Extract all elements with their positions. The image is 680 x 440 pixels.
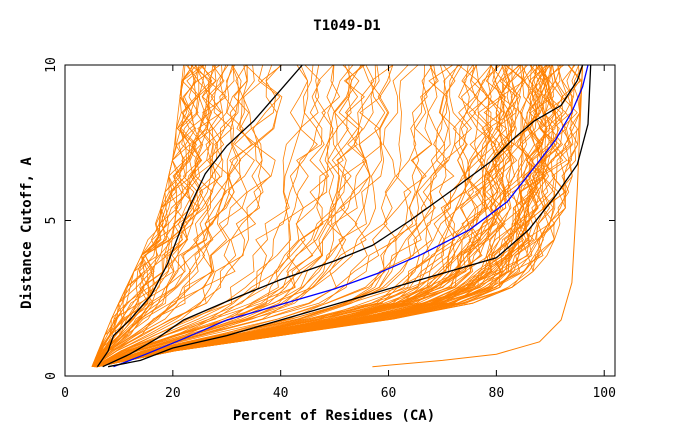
model-curve-outlier: [372, 64, 584, 368]
model-curve: [93, 64, 321, 368]
model-curve: [95, 64, 457, 368]
y-axis-ticks: 0 5 10: [44, 57, 615, 380]
x-tick-label: 20: [165, 386, 181, 401]
model-curve: [91, 64, 200, 367]
x-tick-label: 0: [61, 386, 69, 401]
series-line-best-model: [113, 64, 589, 368]
model-curve: [94, 64, 382, 368]
model-curve: [92, 64, 281, 368]
model-curve: [91, 64, 205, 367]
model-curve: [94, 64, 366, 368]
x-tick-label: 100: [592, 386, 615, 401]
model-curve: [92, 64, 255, 368]
model-curve: [94, 64, 377, 368]
model-curve: [95, 64, 449, 368]
x-tick-label: 60: [381, 386, 397, 401]
model-curve: [95, 64, 468, 368]
model-curve: [97, 64, 576, 368]
model-curve: [97, 64, 581, 368]
model-curve: [96, 64, 548, 368]
model-curve: [92, 64, 237, 367]
model-curve: [92, 64, 255, 368]
model-curve: [92, 64, 222, 367]
model-curve: [95, 64, 501, 368]
model-curve: [91, 64, 194, 367]
series-line-second-model: [102, 64, 584, 368]
model-curve: [94, 64, 354, 368]
model-curve: [96, 64, 490, 368]
model-curve: [92, 64, 227, 367]
model-curve: [91, 64, 211, 367]
model-curve: [91, 64, 200, 367]
model-curve: [95, 64, 437, 368]
y-tick-label: 10: [44, 57, 59, 73]
model-curve: [95, 64, 433, 368]
model-curve: [96, 64, 564, 368]
model-curve: [92, 64, 248, 368]
model-curve: [96, 64, 551, 368]
model-curve: [91, 64, 194, 367]
model-curve: [93, 64, 309, 368]
model-curve: [92, 64, 276, 368]
model-curve: [94, 64, 394, 368]
x-axis-label: Percent of Residues (CA): [233, 408, 435, 424]
model-curve: [91, 64, 200, 367]
model-curve: [93, 64, 309, 368]
model-curve: [97, 64, 583, 368]
model-curve: [91, 64, 212, 367]
model-curve: [96, 64, 541, 368]
y-tick-label: 5: [44, 217, 59, 225]
y-axis-label: Distance Cutoff, A: [19, 157, 35, 309]
model-curve: [92, 64, 233, 367]
highlighted-series: [96, 64, 592, 368]
model-curve: [93, 64, 341, 368]
x-tick-label: 80: [489, 386, 505, 401]
model-curve: [95, 64, 439, 368]
model-curve: [96, 64, 526, 368]
model-curve: [94, 64, 409, 368]
model-curve: [92, 64, 235, 367]
model-curve: [91, 64, 210, 367]
chart-title: T1049-D1: [313, 18, 380, 34]
model-curve: [96, 64, 501, 368]
y-tick-label: 0: [44, 372, 59, 380]
model-curve: [91, 64, 198, 367]
model-curve: [96, 64, 504, 368]
x-tick-label: 40: [273, 386, 289, 401]
model-curve: [94, 64, 391, 368]
model-curve: [93, 64, 282, 368]
model-curve: [93, 64, 323, 368]
model-curve: [91, 64, 214, 367]
model-curve: [94, 64, 362, 368]
series-line-upper-bound: [96, 64, 303, 368]
model-curve: [93, 64, 339, 368]
model-curve: [91, 64, 197, 367]
model-curve: [95, 64, 478, 368]
model-curve: [91, 64, 206, 367]
model-curve: [92, 64, 240, 367]
model-curve: [96, 64, 570, 368]
series-line-third-model: [107, 64, 592, 368]
model-curve: [96, 64, 575, 368]
x-axis-ticks: 0 20 40 60 80 100: [61, 65, 616, 401]
model-curve: [96, 64, 522, 368]
model-curves: [91, 64, 584, 368]
model-curve: [92, 64, 263, 368]
model-curve: [96, 64, 521, 368]
